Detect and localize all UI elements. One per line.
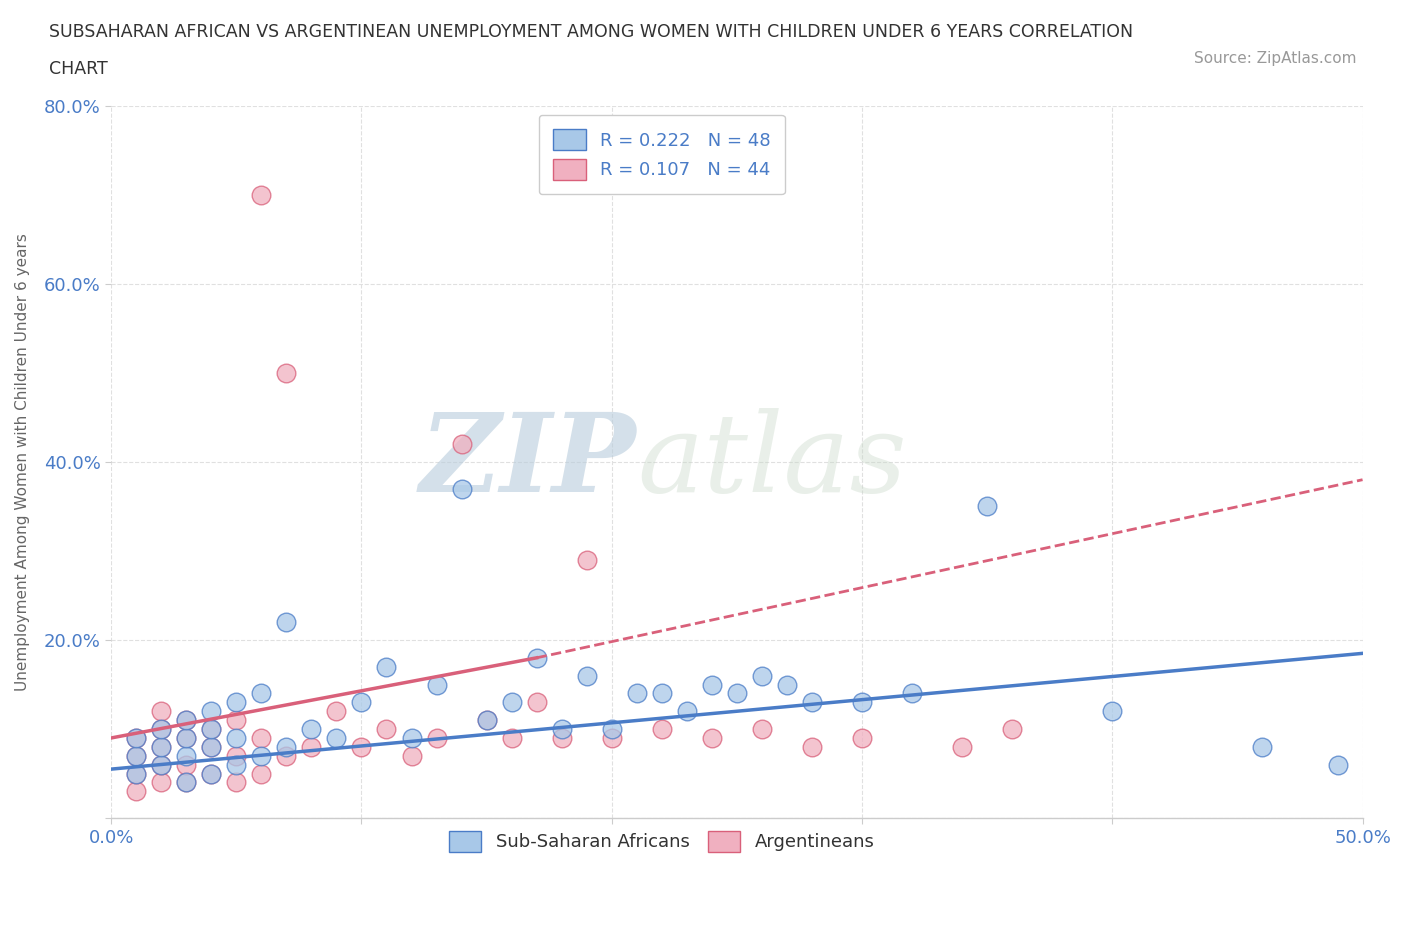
Point — [776, 677, 799, 692]
Point — [225, 712, 247, 727]
Point — [1101, 704, 1123, 719]
Point — [475, 712, 498, 727]
Point — [125, 749, 148, 764]
Point — [901, 686, 924, 701]
Point — [526, 650, 548, 665]
Point — [575, 668, 598, 683]
Point — [375, 659, 398, 674]
Point — [200, 766, 222, 781]
Point — [174, 712, 197, 727]
Point — [150, 757, 173, 772]
Point — [700, 677, 723, 692]
Point — [150, 739, 173, 754]
Point — [350, 695, 373, 710]
Point — [600, 731, 623, 746]
Point — [250, 731, 273, 746]
Point — [550, 722, 572, 737]
Point — [125, 766, 148, 781]
Point — [651, 722, 673, 737]
Point — [450, 481, 472, 496]
Point — [174, 775, 197, 790]
Point — [550, 731, 572, 746]
Point — [150, 704, 173, 719]
Point — [526, 695, 548, 710]
Point — [651, 686, 673, 701]
Point — [225, 749, 247, 764]
Point — [976, 499, 998, 514]
Point — [1326, 757, 1348, 772]
Point — [150, 739, 173, 754]
Point — [450, 437, 472, 452]
Point — [174, 712, 197, 727]
Point — [851, 731, 873, 746]
Point — [725, 686, 748, 701]
Point — [250, 749, 273, 764]
Point — [276, 365, 298, 380]
Point — [800, 739, 823, 754]
Point — [174, 731, 197, 746]
Point — [250, 187, 273, 202]
Point — [225, 757, 247, 772]
Text: CHART: CHART — [49, 60, 108, 78]
Point — [401, 731, 423, 746]
Text: SUBSAHARAN AFRICAN VS ARGENTINEAN UNEMPLOYMENT AMONG WOMEN WITH CHILDREN UNDER 6: SUBSAHARAN AFRICAN VS ARGENTINEAN UNEMPL… — [49, 23, 1133, 41]
Point — [575, 552, 598, 567]
Point — [751, 668, 773, 683]
Point — [174, 731, 197, 746]
Point — [200, 739, 222, 754]
Point — [200, 766, 222, 781]
Text: atlas: atlas — [637, 408, 907, 515]
Point — [299, 722, 322, 737]
Point — [225, 695, 247, 710]
Point — [1251, 739, 1274, 754]
Point — [150, 722, 173, 737]
Point — [425, 677, 447, 692]
Point — [425, 731, 447, 746]
Point — [325, 704, 347, 719]
Point — [675, 704, 697, 719]
Point — [150, 722, 173, 737]
Point — [626, 686, 648, 701]
Point — [325, 731, 347, 746]
Text: ZIP: ZIP — [420, 408, 637, 515]
Point — [125, 766, 148, 781]
Point — [250, 766, 273, 781]
Point — [250, 686, 273, 701]
Point — [225, 731, 247, 746]
Point — [375, 722, 398, 737]
Point — [501, 731, 523, 746]
Point — [200, 722, 222, 737]
Point — [125, 731, 148, 746]
Point — [150, 757, 173, 772]
Point — [125, 749, 148, 764]
Point — [475, 712, 498, 727]
Point — [401, 749, 423, 764]
Point — [350, 739, 373, 754]
Point — [225, 775, 247, 790]
Point — [174, 775, 197, 790]
Point — [600, 722, 623, 737]
Point — [501, 695, 523, 710]
Point — [200, 704, 222, 719]
Point — [751, 722, 773, 737]
Point — [950, 739, 973, 754]
Y-axis label: Unemployment Among Women with Children Under 6 years: Unemployment Among Women with Children U… — [15, 232, 30, 691]
Point — [174, 749, 197, 764]
Point — [851, 695, 873, 710]
Point — [800, 695, 823, 710]
Point — [276, 739, 298, 754]
Legend: Sub-Saharan Africans, Argentineans: Sub-Saharan Africans, Argentineans — [441, 824, 882, 859]
Point — [174, 757, 197, 772]
Point — [299, 739, 322, 754]
Text: Source: ZipAtlas.com: Source: ZipAtlas.com — [1194, 51, 1357, 66]
Point — [200, 722, 222, 737]
Point — [700, 731, 723, 746]
Point — [276, 615, 298, 630]
Point — [1001, 722, 1024, 737]
Point — [200, 739, 222, 754]
Point — [276, 749, 298, 764]
Point — [125, 784, 148, 799]
Point — [150, 775, 173, 790]
Point — [125, 731, 148, 746]
